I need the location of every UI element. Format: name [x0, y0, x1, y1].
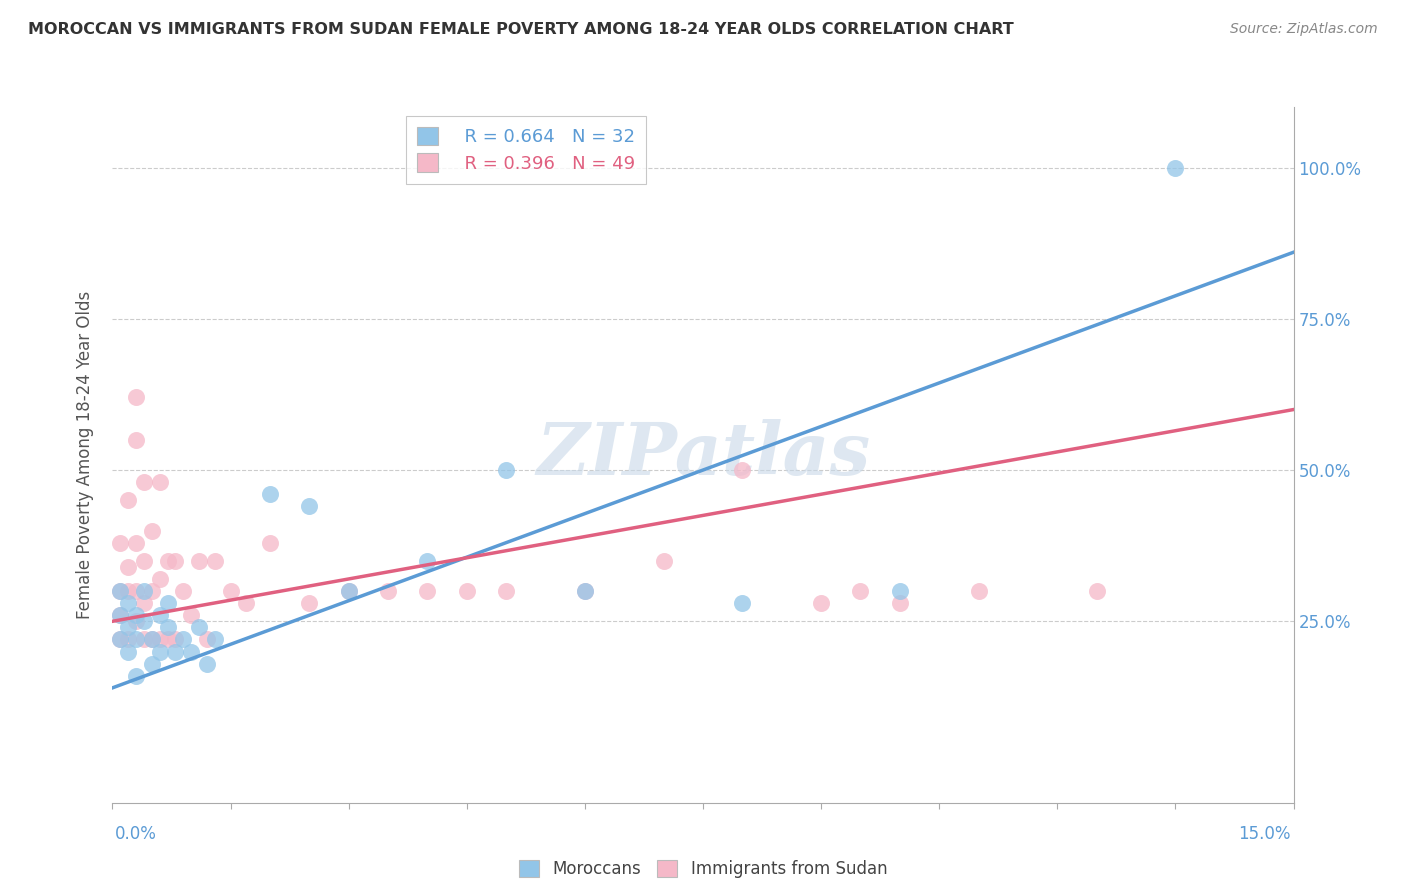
Point — [156, 632, 179, 647]
Point — [125, 391, 148, 405]
Point — [110, 608, 132, 623]
Point — [165, 554, 187, 568]
Point — [117, 559, 139, 574]
Point — [204, 554, 226, 568]
Point — [125, 584, 148, 599]
Point — [180, 644, 202, 658]
Point — [117, 493, 139, 508]
Legend: Moroccans, Immigrants from Sudan: Moroccans, Immigrants from Sudan — [512, 854, 894, 885]
Point — [132, 554, 155, 568]
Point — [456, 584, 478, 599]
Point — [125, 433, 148, 447]
Point — [110, 584, 132, 599]
Point — [117, 596, 139, 610]
Point — [416, 554, 439, 568]
Point — [298, 500, 321, 514]
Point — [889, 596, 911, 610]
Point — [110, 584, 132, 599]
Point — [110, 608, 132, 623]
Point — [172, 632, 194, 647]
Text: ZIPatlas: ZIPatlas — [536, 419, 870, 491]
Point — [132, 615, 155, 629]
Point — [110, 632, 132, 647]
Point — [889, 584, 911, 599]
Point — [125, 608, 148, 623]
Point — [141, 632, 163, 647]
Point — [141, 524, 163, 538]
Point — [132, 475, 155, 490]
Point — [188, 620, 211, 634]
Point — [110, 632, 132, 647]
Point — [188, 554, 211, 568]
Point — [180, 608, 202, 623]
Point — [195, 632, 218, 647]
Point — [337, 584, 360, 599]
Text: MOROCCAN VS IMMIGRANTS FROM SUDAN FEMALE POVERTY AMONG 18-24 YEAR OLDS CORRELATI: MOROCCAN VS IMMIGRANTS FROM SUDAN FEMALE… — [28, 22, 1014, 37]
Point — [810, 596, 832, 610]
Point — [235, 596, 257, 610]
Point — [1164, 161, 1187, 175]
Point — [156, 596, 179, 610]
Point — [1085, 584, 1108, 599]
Point — [165, 632, 187, 647]
Point — [172, 584, 194, 599]
Point — [125, 669, 148, 683]
Point — [731, 463, 754, 477]
Point — [416, 584, 439, 599]
Point — [652, 554, 675, 568]
Point — [149, 608, 172, 623]
Point — [117, 632, 139, 647]
Point — [377, 584, 399, 599]
Point — [967, 584, 990, 599]
Point — [141, 632, 163, 647]
Point — [298, 596, 321, 610]
Point — [156, 620, 179, 634]
Point — [141, 657, 163, 671]
Point — [149, 475, 172, 490]
Point — [125, 632, 148, 647]
Point — [132, 584, 155, 599]
Point — [204, 632, 226, 647]
Point — [125, 535, 148, 549]
Point — [731, 596, 754, 610]
Point — [149, 632, 172, 647]
Point — [219, 584, 242, 599]
Text: Source: ZipAtlas.com: Source: ZipAtlas.com — [1230, 22, 1378, 37]
Point — [849, 584, 872, 599]
Point — [141, 584, 163, 599]
Point — [117, 620, 139, 634]
Point — [132, 632, 155, 647]
Point — [117, 584, 139, 599]
Point — [259, 535, 281, 549]
Text: 0.0%: 0.0% — [115, 825, 157, 843]
Point — [132, 596, 155, 610]
Point — [195, 657, 218, 671]
Point — [495, 463, 517, 477]
Y-axis label: Female Poverty Among 18-24 Year Olds: Female Poverty Among 18-24 Year Olds — [76, 291, 94, 619]
Point — [110, 535, 132, 549]
Point — [574, 584, 596, 599]
Point — [165, 644, 187, 658]
Point — [149, 644, 172, 658]
Point — [149, 572, 172, 586]
Point — [117, 644, 139, 658]
Point — [125, 615, 148, 629]
Point — [495, 584, 517, 599]
Point — [156, 554, 179, 568]
Text: 15.0%: 15.0% — [1239, 825, 1291, 843]
Point — [574, 584, 596, 599]
Point — [259, 487, 281, 501]
Point — [337, 584, 360, 599]
